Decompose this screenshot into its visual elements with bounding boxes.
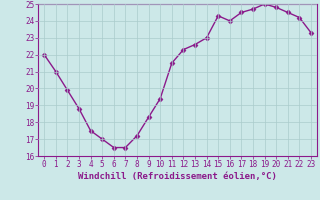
- X-axis label: Windchill (Refroidissement éolien,°C): Windchill (Refroidissement éolien,°C): [78, 172, 277, 181]
